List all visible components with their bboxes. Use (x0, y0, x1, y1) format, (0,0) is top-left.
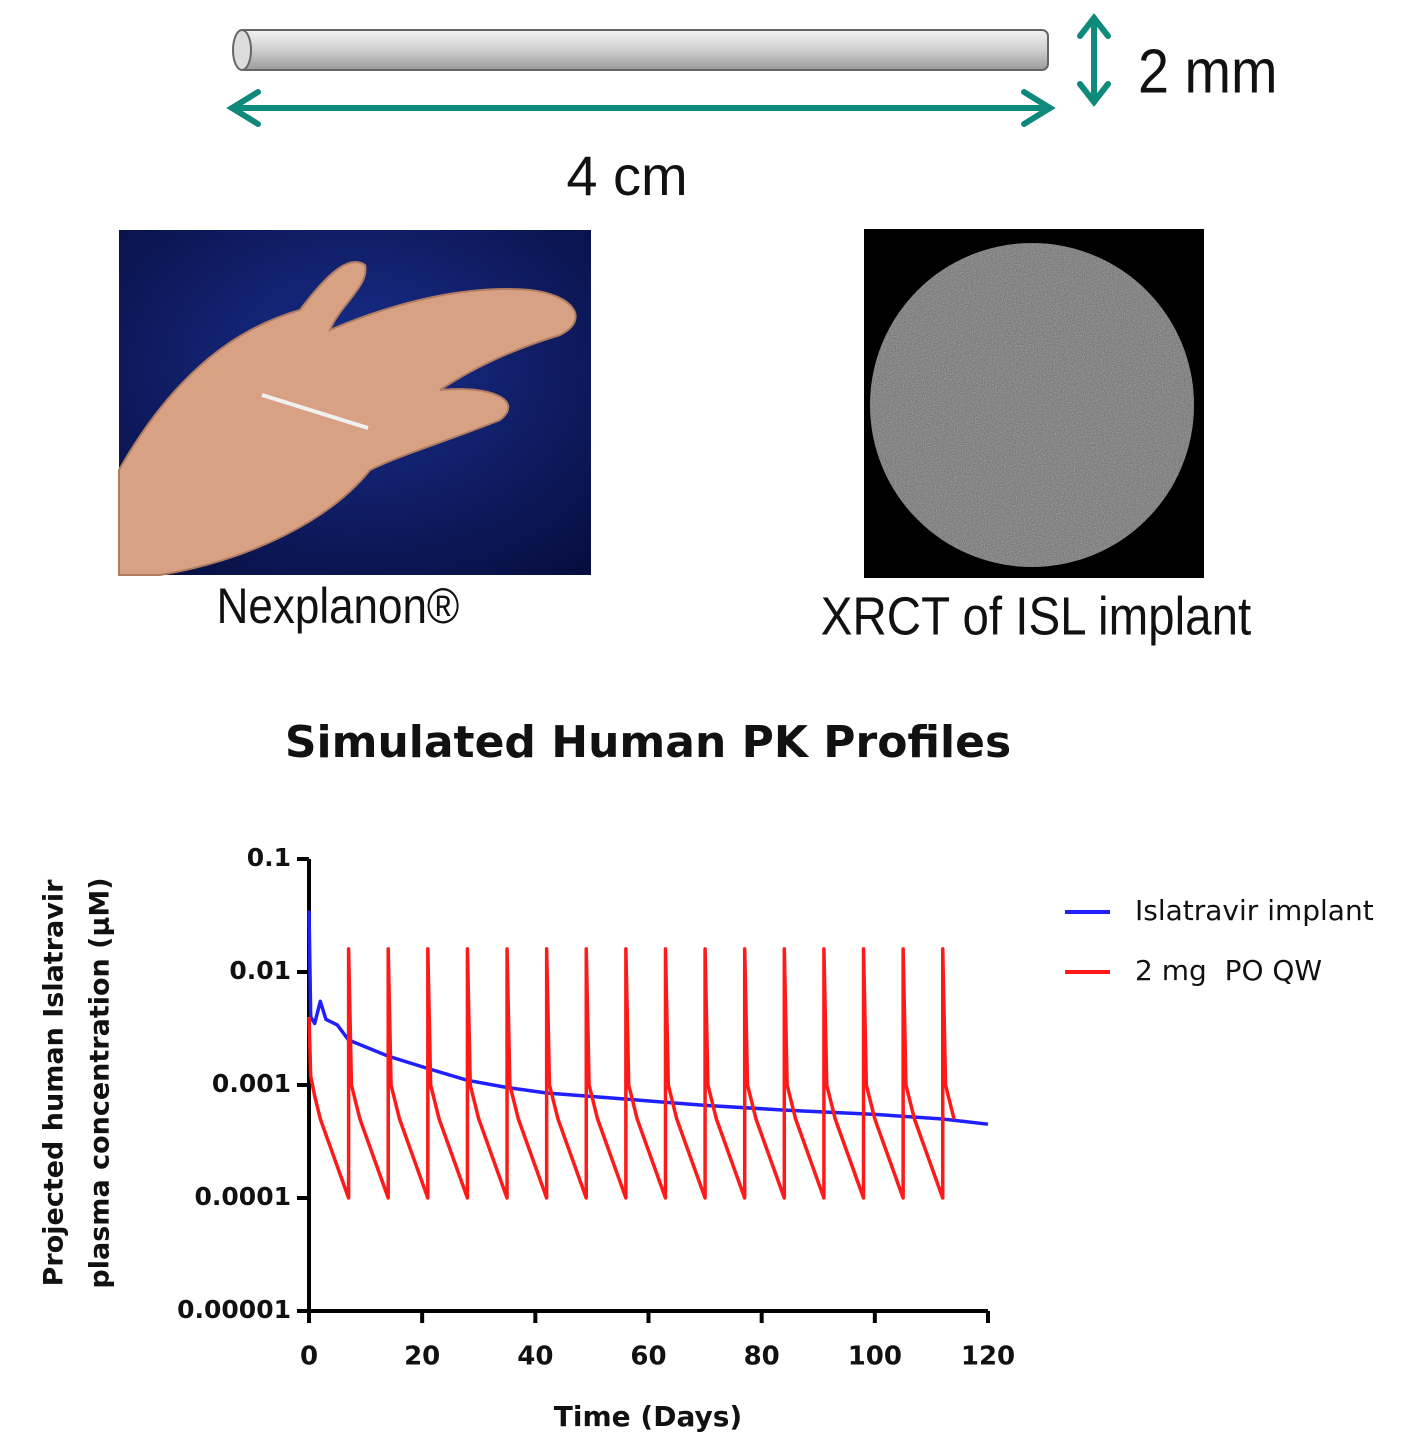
y-tick-label: 0.1 (247, 843, 291, 872)
xrct-image (864, 229, 1204, 578)
dimension-arrows (226, 13, 1111, 127)
legend-label: Islatravir implant (1135, 894, 1374, 927)
rod-end (232, 29, 252, 71)
chart-title: Simulated Human PK Profiles (285, 717, 1011, 768)
implant-rod (237, 29, 1049, 71)
legend-label: 2 mg PO QW (1135, 954, 1322, 987)
x-tick-label: 80 (744, 1342, 780, 1372)
photo-caption: XRCT of ISL implant (821, 585, 1251, 646)
y-tick-label: 0.00001 (177, 1295, 291, 1324)
chart: Simulated Human PK Profiles Time (Days) … (39, 717, 1012, 1433)
y-tick-label: 0.001 (212, 1069, 291, 1098)
height-label: 2 mm (1138, 38, 1277, 106)
photo-caption: Nexplanon® (217, 578, 460, 634)
x-tick-label: 100 (848, 1342, 902, 1372)
length-label: 4 cm (566, 144, 687, 207)
implant-in-hand (261, 393, 369, 430)
hand-photo (118, 230, 591, 576)
hand (118, 261, 577, 576)
data-line (307, 910, 989, 1126)
y-tick-label: 0.0001 (195, 1182, 291, 1211)
implant-diagram: 2 mm 4 cm (226, 13, 1277, 207)
y-axis-label: Projected human Islatravir (39, 879, 70, 1286)
xrct-texture (870, 243, 1194, 567)
x-tick-label: 120 (961, 1342, 1015, 1372)
x-tick-label: 40 (517, 1342, 553, 1372)
x-tick-label: 60 (630, 1342, 666, 1372)
x-axis-label: Time (Days) (554, 1400, 742, 1433)
y-axis-label: plasma concentration (μM) (85, 877, 116, 1288)
y-tick-label: 0.01 (229, 956, 291, 985)
x-tick-label: 20 (404, 1342, 440, 1372)
x-tick-label: 0 (300, 1342, 318, 1372)
data-line (307, 947, 956, 1200)
